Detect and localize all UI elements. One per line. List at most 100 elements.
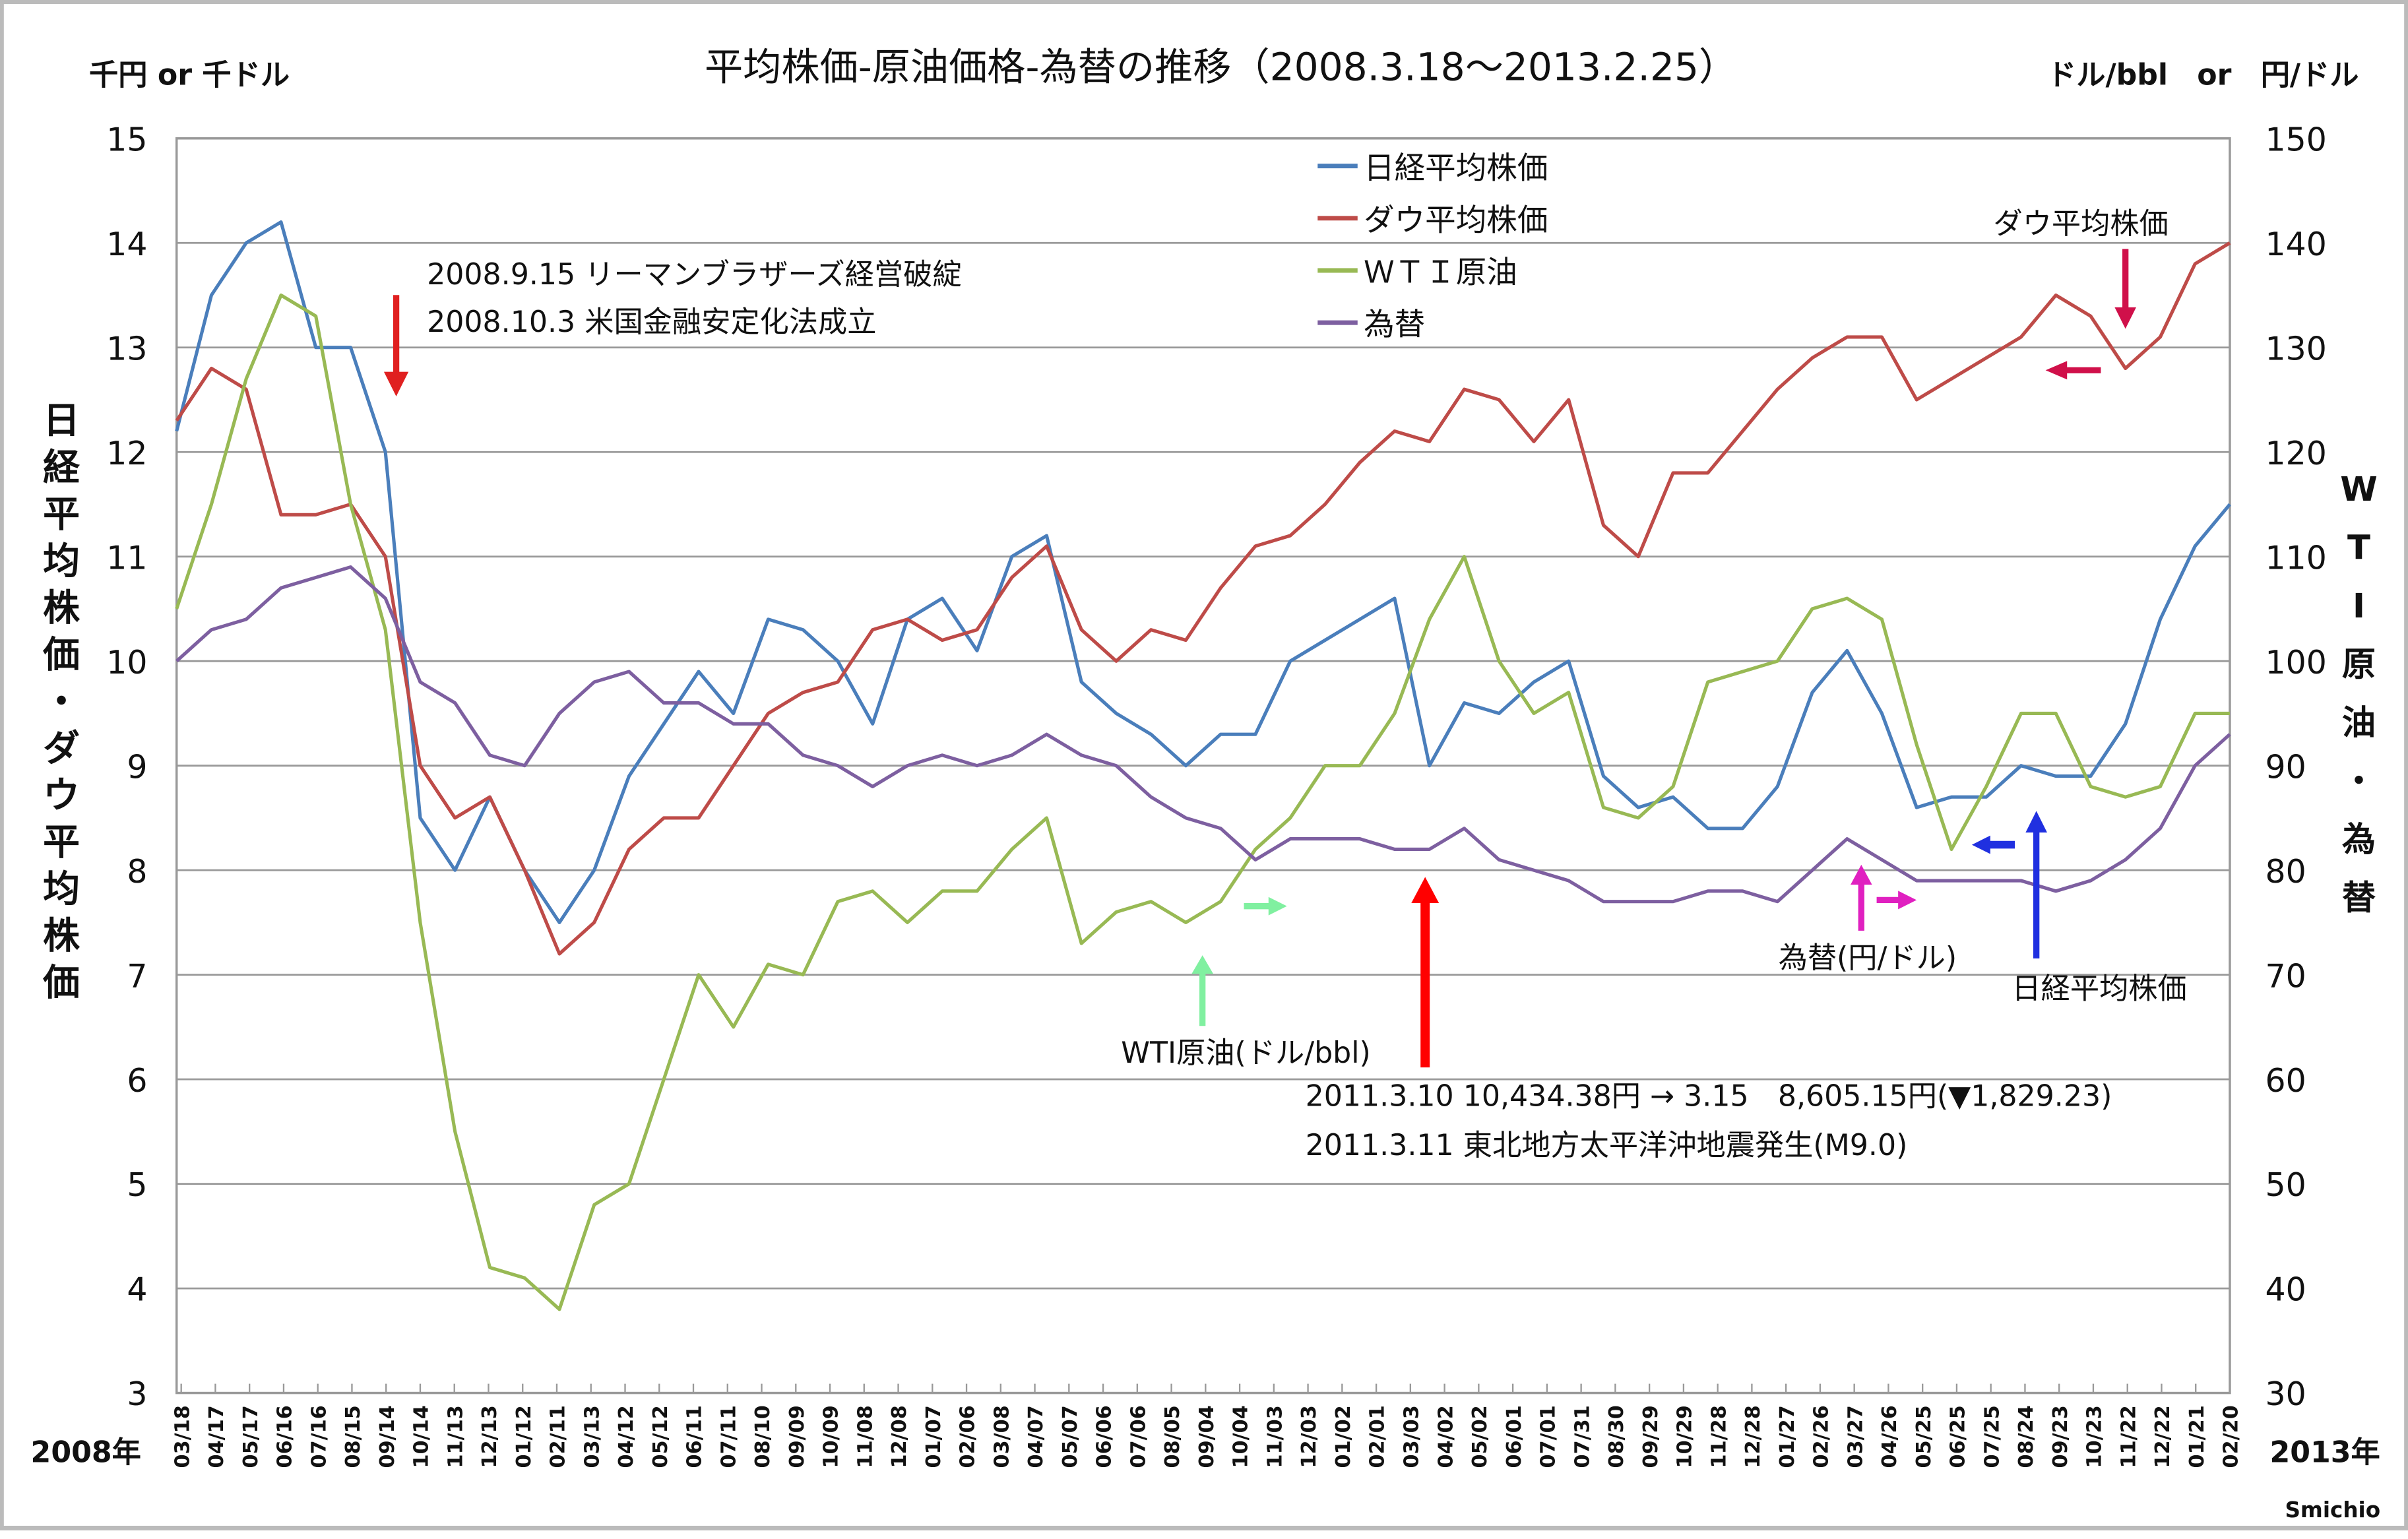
x-tick-label: 10/23 <box>2083 1405 2107 1468</box>
y-tick-left: 14 <box>106 226 147 263</box>
y-tick-left: 15 <box>106 121 147 158</box>
svg-text:均: 均 <box>43 868 80 911</box>
x-start-label: 2008年 <box>31 1435 141 1469</box>
legend-label: 為替 <box>1364 307 1425 342</box>
x-tick-label: 06/11 <box>683 1405 707 1468</box>
legend-label: ＷＴＩ原油 <box>1364 255 1517 290</box>
x-tick-label: 01/07 <box>922 1405 945 1468</box>
x-tick-label: 02/11 <box>547 1405 570 1468</box>
y-tick-right: 80 <box>2265 853 2306 891</box>
x-tick-label: 11/28 <box>1707 1405 1730 1468</box>
svg-text:株: 株 <box>43 587 80 630</box>
y-tick-right: 100 <box>2265 644 2327 681</box>
x-tick-label: 09/09 <box>786 1405 809 1468</box>
green-arrow-right-icon <box>1244 896 1287 916</box>
y-tick-left: 11 <box>106 539 147 577</box>
series-line-3 <box>175 565 2231 904</box>
annotation-lehman-2: 2008.10.3 米国金融安定化法成立 <box>427 305 876 339</box>
x-tick-label: 05/12 <box>649 1405 672 1468</box>
x-tick-label: 02/20 <box>2220 1405 2243 1468</box>
svg-text:I: I <box>2353 586 2365 626</box>
left-axis-label: 日経平均株価・ダウ平均株価 <box>42 400 80 1005</box>
x-tick-label: 07/01 <box>1537 1405 1560 1468</box>
x-tick-label: 05/02 <box>1469 1405 1492 1468</box>
y-tick-right: 120 <box>2265 435 2327 472</box>
svg-text:為: 為 <box>2342 820 2376 860</box>
y-tick-left: 7 <box>127 957 147 995</box>
x-tick-label: 04/12 <box>615 1405 638 1468</box>
blue-arrow-up-icon <box>2025 811 2047 958</box>
annotation-lehman-1: 2008.9.15 リーマンブラザーズ経営破綻 <box>427 258 961 292</box>
y-tick-right: 40 <box>2265 1271 2306 1309</box>
annotation-fx: 為替(円/ドル) <box>1779 941 1957 975</box>
y-tick-right: 150 <box>2265 121 2327 158</box>
y-tick-right: 110 <box>2265 539 2327 577</box>
y-tick-left: 4 <box>127 1271 147 1309</box>
x-tick-label: 09/29 <box>1639 1405 1663 1468</box>
plot-area <box>175 137 2231 1395</box>
x-tick-label: 08/15 <box>342 1405 365 1468</box>
x-tick-label: 08/05 <box>1161 1405 1184 1468</box>
y-tick-right: 130 <box>2265 330 2327 367</box>
svg-text:価: 価 <box>42 962 80 1005</box>
x-tick-label: 06/06 <box>1093 1405 1116 1468</box>
x-tick-label: 01/12 <box>513 1405 536 1468</box>
y-tick-right: 30 <box>2265 1375 2306 1413</box>
x-tick-label: 07/16 <box>307 1405 331 1468</box>
x-tick-label: 06/16 <box>274 1405 297 1468</box>
svg-text:油: 油 <box>2342 703 2376 743</box>
crimson-arrow-left-icon <box>2045 361 2101 380</box>
x-tick-label: 01/27 <box>1776 1405 1799 1468</box>
x-tick-label: 07/06 <box>1127 1405 1150 1468</box>
x-tick-label: 05/25 <box>1913 1405 1936 1468</box>
magenta-arrow-up-icon <box>1851 864 1872 931</box>
x-tick-label: 12/03 <box>1298 1405 1321 1468</box>
x-tick-label: 10/14 <box>410 1405 433 1468</box>
y-tick-left: 6 <box>127 1062 147 1100</box>
svg-text:原: 原 <box>2342 645 2376 685</box>
x-tick-label: 10/29 <box>1674 1405 1697 1468</box>
annotation-quake-1: 2011.3.10 10,434.38円 → 3.15 8,605.15円(▼1… <box>1306 1079 2112 1113</box>
right-axis-unit: ドル/bbl or 円/ドル <box>2047 58 2359 92</box>
x-tick-label: 03/18 <box>171 1405 194 1468</box>
svg-text:・: ・ <box>2342 761 2376 801</box>
x-tick-label: 02/06 <box>957 1405 980 1468</box>
x-tick-label: 02/26 <box>1810 1405 1833 1468</box>
y-tick-left: 13 <box>106 330 147 367</box>
svg-text:平: 平 <box>43 493 80 536</box>
x-tick-label: 01/21 <box>2186 1405 2209 1468</box>
x-tick-label: 03/13 <box>581 1405 604 1468</box>
svg-text:平: 平 <box>43 821 80 864</box>
blue-arrow-left-icon <box>1971 835 2015 854</box>
svg-text:替: 替 <box>2342 878 2376 918</box>
x-tick-label: 09/04 <box>1195 1405 1219 1468</box>
x-tick-label: 07/11 <box>717 1405 740 1468</box>
x-tick-label: 06/25 <box>1947 1405 1970 1468</box>
svg-text:日: 日 <box>43 400 80 443</box>
y-tick-right: 60 <box>2265 1062 2306 1100</box>
y-tick-right: 50 <box>2265 1166 2306 1204</box>
svg-text:価: 価 <box>42 634 80 677</box>
right-axis-label: WTI原油・為替 <box>2340 470 2377 918</box>
annotation-nikkei: 日経平均株価 <box>2012 972 2186 1005</box>
annotation-dow: ダウ平均株価 <box>1993 207 2168 241</box>
magenta-arrow-right-icon <box>1876 891 1917 910</box>
x-tick-label: 12/08 <box>888 1405 911 1468</box>
x-tick-label: 02/01 <box>1366 1405 1389 1468</box>
crimson-arrow-down-icon <box>2114 249 2136 329</box>
x-tick-label: 06/01 <box>1503 1405 1526 1468</box>
legend-label: ダウ平均株価 <box>1364 202 1548 237</box>
left-axis-unit: 千円 or 千ドル <box>89 58 290 92</box>
svg-text:株: 株 <box>43 915 80 958</box>
x-tick-label: 12/28 <box>1742 1405 1765 1468</box>
x-tick-label: 05/07 <box>1059 1405 1082 1468</box>
x-tick-label: 08/30 <box>1605 1405 1628 1468</box>
x-tick-label: 11/08 <box>854 1405 877 1468</box>
x-tick-label: 04/07 <box>1025 1405 1048 1468</box>
x-tick-label: 03/03 <box>1400 1405 1423 1468</box>
y-tick-left: 5 <box>127 1166 147 1204</box>
svg-text:ダ: ダ <box>43 728 80 770</box>
y-tick-left: 12 <box>106 435 147 472</box>
